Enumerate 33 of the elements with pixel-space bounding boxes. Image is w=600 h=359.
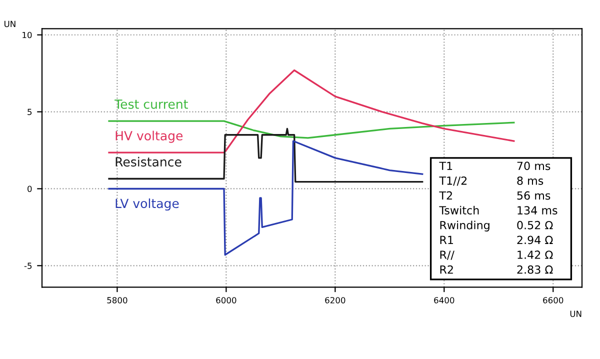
annotation: 56 ms: [517, 191, 550, 200]
series-label: HV voltage: [116, 130, 183, 143]
y-tick-label: 0: [28, 186, 32, 192]
series-label: Resistance: [116, 156, 182, 167]
y-axis-title: UN: [4, 20, 16, 28]
y-tick-label: 5: [28, 108, 32, 116]
annotation: 0.52 Ω: [517, 220, 553, 230]
annotation: Tswitch: [439, 206, 479, 215]
annotation: T1//2: [439, 176, 467, 186]
x-tick-label: 5800: [107, 297, 128, 304]
annotation: T2: [439, 191, 452, 200]
annotation: 2.83 Ω: [517, 265, 553, 274]
annotation: R//: [440, 250, 454, 260]
annotation: 70 ms: [517, 162, 550, 170]
annotation: R1: [440, 236, 453, 244]
annotation: 1.42 Ω: [518, 250, 553, 259]
y-tick-label: 10: [22, 32, 32, 38]
line-series: [108, 69, 515, 154]
x-tick-label: 6600: [543, 297, 564, 304]
x-tick-label: 6400: [434, 297, 454, 304]
annotation: T1: [439, 162, 452, 170]
series-label: LV voltage: [116, 198, 179, 211]
annotation: 134 ms: [518, 206, 558, 215]
x-axis-title: UN: [570, 310, 582, 317]
x-tick-label: 6200: [325, 297, 346, 304]
annotation: R2: [440, 265, 453, 274]
line-series: [108, 128, 424, 183]
annotation: 8 ms: [517, 176, 544, 185]
y-tick-label: -5: [24, 262, 32, 269]
series-label: Test current: [114, 100, 188, 109]
annotation: Rwinding: [440, 220, 490, 232]
x-tick-label: 6000: [216, 297, 236, 304]
annotation: 2.94 Ω: [517, 236, 553, 244]
